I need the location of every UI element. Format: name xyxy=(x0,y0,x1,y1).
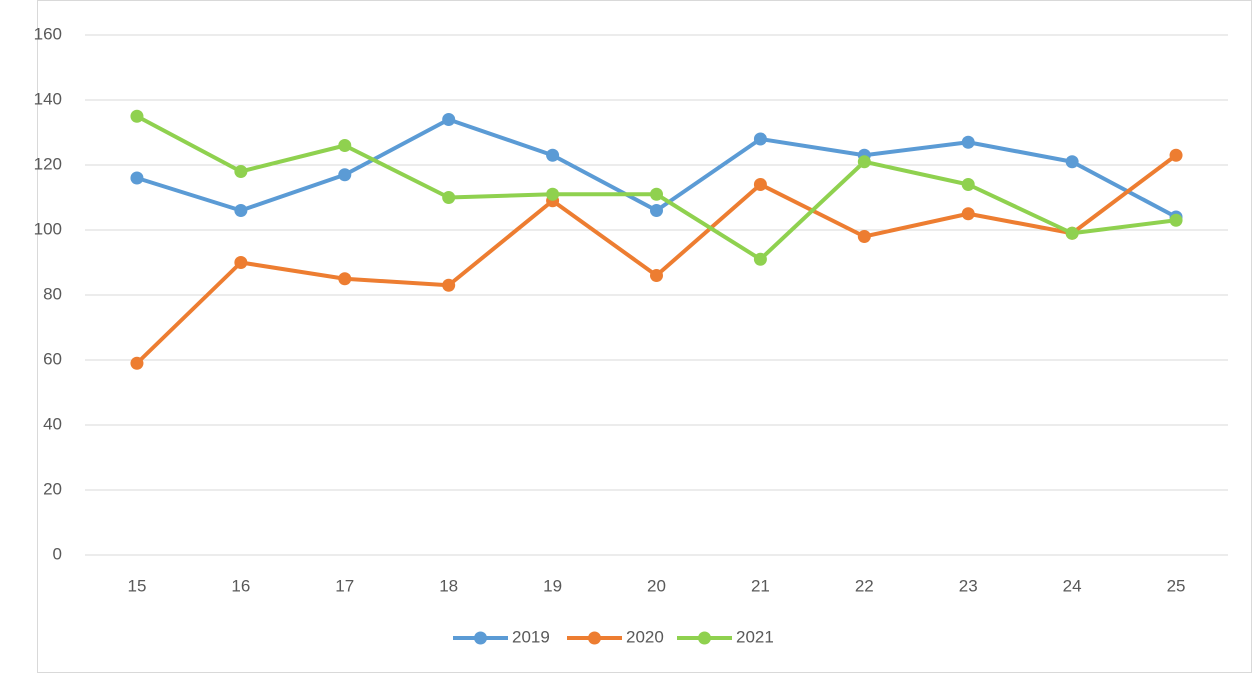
legend-label: 2021 xyxy=(736,627,774,646)
chart-frame xyxy=(37,0,1252,673)
point xyxy=(234,204,248,217)
point xyxy=(753,178,767,191)
point xyxy=(857,155,871,169)
point xyxy=(130,171,144,185)
legend-label: 2020 xyxy=(626,627,664,646)
x-tick-label: 16 xyxy=(231,576,250,595)
x-tick-label: 25 xyxy=(1167,576,1186,595)
point xyxy=(1065,155,1079,169)
point xyxy=(1169,148,1183,162)
y-tick-label: 60 xyxy=(43,349,62,368)
x-tick-label: 18 xyxy=(439,576,458,595)
legend-marker xyxy=(588,631,601,645)
x-tick-label: 24 xyxy=(1063,576,1082,595)
x-tick-label: 19 xyxy=(543,576,562,595)
point xyxy=(338,139,352,152)
point xyxy=(650,204,663,217)
x-tick-label: 17 xyxy=(335,576,354,595)
point xyxy=(961,135,975,149)
point xyxy=(857,230,871,243)
grid: 0 20 40 60 80 100 120 140 160 15 16 17 18 19 20 21 22 23 2… xyxy=(34,24,1228,595)
legend-label: 2019 xyxy=(512,627,550,646)
point xyxy=(234,165,248,178)
x-tick-label: 23 xyxy=(959,576,978,595)
x-tick-label: 21 xyxy=(751,576,770,595)
point xyxy=(130,109,144,123)
point xyxy=(442,191,456,204)
legend: 2019 2020 2021 xyxy=(453,627,774,646)
point xyxy=(961,207,975,221)
point xyxy=(1169,213,1183,227)
point xyxy=(338,168,352,182)
x-tick-label: 20 xyxy=(647,576,666,595)
point xyxy=(442,113,456,126)
point xyxy=(961,178,975,191)
point xyxy=(338,272,352,286)
point xyxy=(234,256,248,269)
y-tick-label: 0 xyxy=(53,544,62,563)
point xyxy=(442,278,456,292)
point xyxy=(130,356,144,370)
y-tick-label: 40 xyxy=(43,414,62,433)
legend-marker xyxy=(474,631,487,645)
point xyxy=(546,148,560,162)
point xyxy=(753,252,767,266)
plot xyxy=(130,109,1183,370)
point xyxy=(650,269,663,282)
y-tick-label: 160 xyxy=(34,24,62,43)
point xyxy=(1065,226,1079,240)
x-tick-label: 15 xyxy=(127,576,146,595)
point xyxy=(753,132,767,146)
y-tick-label: 100 xyxy=(34,219,62,238)
y-tick-label: 80 xyxy=(43,284,62,303)
point xyxy=(546,187,560,201)
y-tick-label: 140 xyxy=(34,89,62,108)
legend-marker xyxy=(698,631,711,645)
point xyxy=(650,187,663,201)
x-tick-label: 22 xyxy=(855,576,874,595)
y-tick-label: 20 xyxy=(43,479,62,498)
y-tick-label: 120 xyxy=(34,154,62,173)
